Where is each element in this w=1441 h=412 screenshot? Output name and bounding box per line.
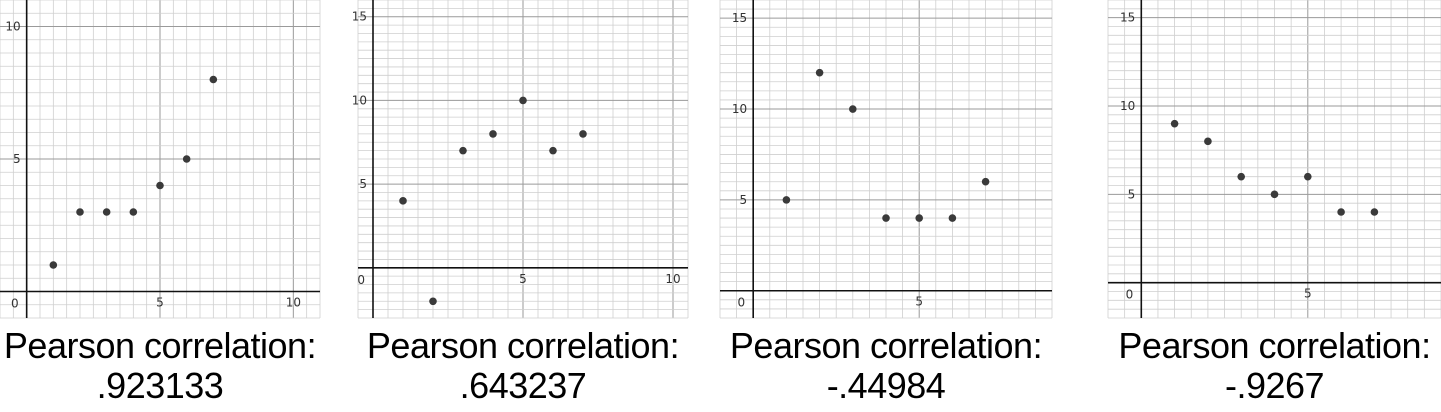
data-point xyxy=(519,96,527,105)
scatter-panel-3: 5 5 10 15 0 Pearson correlation: -.44984 xyxy=(719,0,1053,412)
correlation-caption-2: Pearson correlation: .643237 xyxy=(358,326,688,406)
data-point xyxy=(1370,208,1379,216)
data-point xyxy=(1304,172,1312,181)
caption-label: Pearson correlation: xyxy=(1118,325,1431,366)
caption-label: Pearson correlation: xyxy=(3,325,317,366)
x-tick-label: 5 xyxy=(1304,287,1312,301)
x-tick-label: 5 xyxy=(519,272,527,286)
x-tick-label: 10 xyxy=(286,296,301,310)
scatter-plot-4: 5 5 10 15 0 xyxy=(1107,0,1441,319)
data-point xyxy=(76,208,84,216)
correlation-value: .923133 xyxy=(96,365,224,406)
correlation-caption-3: Pearson correlation: -.44984 xyxy=(720,326,1052,406)
scatter-panel-1: 5 10 5 10 0 Pearson correlation: .923133 xyxy=(0,0,321,412)
scatter-panel-2: 5 10 5 10 15 0 Pearson correlation: .643237 xyxy=(352,0,689,412)
data-point xyxy=(429,297,437,306)
data-point xyxy=(849,105,857,113)
scatter-plot-1: 5 10 5 10 0 xyxy=(0,0,321,319)
data-point xyxy=(948,214,957,222)
caption-label: Pearson correlation: xyxy=(366,325,680,366)
data-point xyxy=(209,75,218,84)
y-tick-label: 5 xyxy=(740,193,748,207)
data-point xyxy=(129,208,138,216)
data-point xyxy=(1270,190,1279,199)
correlation-value: -.9267 xyxy=(1224,365,1325,406)
scatter-plot-3: 5 5 10 15 0 xyxy=(719,0,1053,319)
origin-label: 0 xyxy=(357,273,365,287)
data-point xyxy=(815,68,824,77)
y-tick-label: 5 xyxy=(359,177,367,191)
data-point xyxy=(399,197,407,205)
x-tick-label: 5 xyxy=(915,295,923,309)
caption-label: Pearson correlation: xyxy=(729,325,1043,366)
y-tick-label: 10 xyxy=(1120,99,1135,113)
scatter-plot-2: 5 10 5 10 15 0 xyxy=(352,0,689,319)
data-point xyxy=(1337,208,1345,216)
data-point xyxy=(1237,172,1245,181)
origin-label: 0 xyxy=(738,296,746,310)
scatter-panel-4: 5 5 10 15 0 Pearson correlation: -.9267 xyxy=(1107,0,1441,412)
origin-label: 0 xyxy=(11,297,19,311)
data-point xyxy=(882,214,890,222)
data-point xyxy=(1170,119,1179,128)
y-tick-label: 10 xyxy=(5,20,20,34)
correlation-caption-4: Pearson correlation: -.9267 xyxy=(1108,326,1441,406)
data-point xyxy=(981,177,990,186)
data-point xyxy=(489,130,497,138)
x-tick-label: 5 xyxy=(156,296,164,310)
y-tick-label: 15 xyxy=(732,11,747,25)
origin-label: 0 xyxy=(1126,288,1134,302)
correlation-value: -.44984 xyxy=(826,365,946,406)
data-point xyxy=(102,208,111,216)
grid-lines xyxy=(0,0,321,319)
correlation-caption-1: Pearson correlation: .923133 xyxy=(0,326,320,406)
data-point xyxy=(1204,137,1212,146)
data-point xyxy=(182,155,191,163)
y-tick-label: 10 xyxy=(732,102,747,116)
data-point xyxy=(782,196,791,204)
data-point xyxy=(156,181,164,190)
grid-lines xyxy=(719,0,1053,319)
correlation-value: .643237 xyxy=(459,365,587,406)
y-tick-label: 10 xyxy=(352,93,367,107)
y-tick-label: 15 xyxy=(1120,11,1135,25)
data-point xyxy=(549,146,557,155)
data-point xyxy=(915,214,923,222)
data-point xyxy=(459,146,467,155)
data-point xyxy=(579,130,587,138)
x-tick-label: 10 xyxy=(665,272,680,286)
data-point xyxy=(49,261,58,269)
y-tick-label: 15 xyxy=(352,10,367,24)
grid-lines xyxy=(357,0,689,319)
y-tick-label: 5 xyxy=(1128,187,1136,201)
grid-lines xyxy=(1107,0,1441,319)
y-tick-label: 5 xyxy=(13,152,21,166)
